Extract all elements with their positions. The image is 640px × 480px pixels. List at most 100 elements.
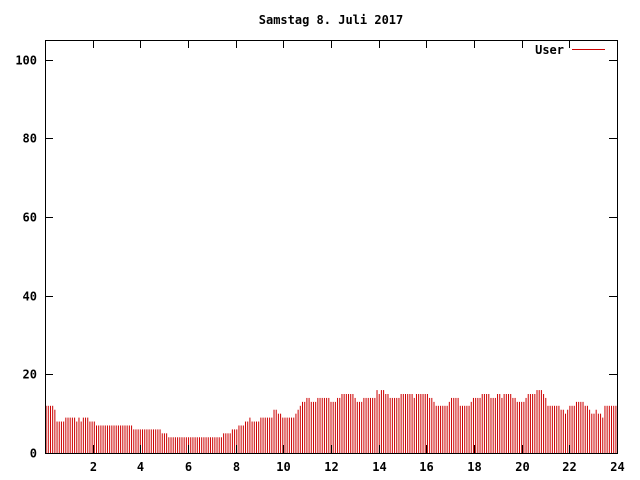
bar — [323, 397, 325, 453]
bar — [238, 425, 240, 453]
bar — [591, 413, 593, 453]
bar — [240, 425, 242, 453]
bar — [543, 394, 545, 453]
bar — [545, 397, 547, 453]
bar — [483, 394, 485, 453]
bar — [405, 394, 407, 453]
bar — [600, 413, 602, 453]
bar — [602, 417, 604, 453]
bar — [400, 394, 402, 453]
bar — [174, 437, 176, 453]
x-tick-label: 14 — [372, 460, 386, 474]
bar — [440, 405, 442, 453]
bar — [615, 405, 617, 453]
x-tick-label: 24 — [610, 460, 624, 474]
bar — [163, 433, 165, 453]
bar — [365, 397, 367, 453]
bar — [356, 401, 358, 453]
bar — [179, 437, 181, 453]
x-tick-label: 8 — [233, 460, 240, 474]
bar — [488, 394, 490, 453]
legend-label: User — [535, 43, 564, 57]
bar — [177, 437, 179, 453]
bar — [234, 429, 236, 453]
bar — [593, 413, 595, 453]
bar — [225, 433, 227, 453]
bar — [448, 401, 450, 453]
bar — [170, 437, 172, 453]
bar — [262, 417, 264, 453]
x-tick-label: 4 — [137, 460, 144, 474]
bar — [69, 417, 71, 453]
bar — [510, 394, 512, 453]
bar — [578, 401, 580, 453]
bar — [606, 405, 608, 453]
bar — [104, 425, 106, 453]
bar — [332, 401, 334, 453]
x-tick-label: 18 — [467, 460, 481, 474]
x-tick-label: 12 — [324, 460, 338, 474]
bar — [310, 401, 312, 453]
bar — [220, 437, 222, 453]
bar — [96, 425, 97, 453]
bar — [330, 401, 332, 453]
bar — [514, 397, 516, 453]
bar — [435, 405, 437, 453]
bar — [282, 417, 284, 453]
bar — [269, 417, 271, 453]
bar — [464, 405, 466, 453]
bar — [159, 429, 161, 453]
bar — [131, 425, 133, 453]
bar — [166, 433, 168, 453]
bar — [547, 405, 549, 453]
bar — [89, 421, 91, 453]
bar — [297, 409, 299, 453]
bar — [387, 394, 389, 453]
bar — [611, 405, 613, 453]
bar — [345, 394, 347, 453]
bar — [52, 405, 54, 453]
bar — [468, 405, 470, 453]
bar — [109, 425, 111, 453]
bar — [168, 437, 170, 453]
bar — [49, 405, 51, 453]
bar — [117, 425, 119, 453]
bar — [527, 394, 529, 453]
bar — [383, 390, 385, 453]
bar — [411, 394, 413, 453]
bar — [575, 401, 577, 453]
bar — [446, 405, 448, 453]
bar — [63, 421, 65, 453]
bar — [286, 417, 288, 453]
bar — [216, 437, 218, 453]
bar — [492, 397, 494, 453]
bar — [413, 397, 415, 453]
bar — [58, 421, 60, 453]
bar — [277, 413, 279, 453]
x-tick-label: 22 — [562, 460, 576, 474]
bar — [106, 425, 108, 453]
bar — [172, 437, 174, 453]
bar — [339, 397, 341, 453]
bar — [453, 397, 455, 453]
bar — [304, 401, 306, 453]
bar — [82, 417, 84, 453]
plot-frame — [45, 40, 618, 454]
axes-group — [45, 40, 618, 454]
bar — [475, 397, 477, 453]
bar — [433, 401, 435, 453]
bar — [306, 397, 308, 453]
bar — [150, 429, 152, 453]
bar — [451, 397, 453, 453]
bar — [295, 413, 297, 453]
bar — [497, 394, 499, 453]
bar — [597, 413, 599, 453]
bar — [291, 417, 293, 453]
bar — [378, 394, 380, 453]
bar — [589, 409, 591, 453]
bar — [122, 425, 124, 453]
bar — [415, 394, 417, 453]
bar — [161, 433, 163, 453]
bar — [538, 390, 540, 453]
bar — [312, 401, 314, 453]
